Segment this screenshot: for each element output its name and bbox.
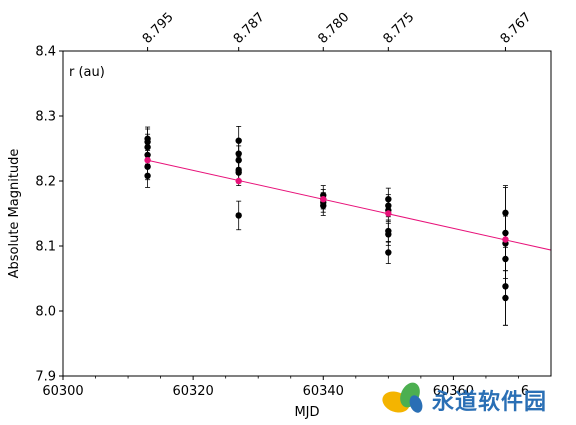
observation-point [235, 157, 242, 164]
x-tick-label: 60320 [172, 384, 213, 399]
observation-point [385, 231, 392, 238]
y-tick-label: 8.3 [35, 110, 56, 125]
observation-point [502, 229, 509, 237]
x-tick-label: 60300 [42, 384, 83, 399]
y-tick-label: 8.1 [35, 240, 56, 255]
top-tick-label: 8.767 [498, 10, 535, 47]
observation-point [235, 150, 242, 157]
fit-line [147, 159, 551, 251]
y-axis-label: Absolute Magnitude [7, 149, 22, 279]
watermark-logo: 永道软件园 [380, 378, 570, 420]
observation-point [502, 209, 509, 217]
observation-point [144, 151, 151, 159]
observation-point [320, 202, 327, 209]
x-tick-label: 60360 [433, 384, 474, 399]
x-axis-label: MJD [294, 405, 319, 420]
observation-point [235, 137, 242, 144]
observation-point [144, 144, 151, 151]
fit-point [320, 196, 327, 203]
fit-point [144, 157, 151, 164]
observation-point [144, 163, 151, 170]
x-tick-label: 60340 [303, 384, 344, 399]
fit-point [502, 236, 509, 243]
observation-point [502, 255, 509, 263]
fit-point [385, 210, 392, 217]
watermark-text: 永道软件园 [432, 390, 548, 415]
observation-point [502, 283, 509, 290]
top-tick-label: 8.787 [231, 10, 268, 47]
top-tick-label: 8.795 [140, 10, 177, 47]
observation-point [385, 202, 392, 209]
plot-area [144, 126, 551, 326]
observation-point [385, 249, 392, 256]
observation-point [235, 169, 242, 176]
plot-clip-group [144, 126, 551, 326]
axes-frame [62, 50, 552, 377]
observation-point [235, 212, 242, 219]
y-tick-label: 8.2 [35, 175, 56, 190]
axes: 7.9 8.0 8.1 8.2 8.3 8.4 60300 60320 60340 60360 6 8… [35, 10, 552, 399]
observation-point [385, 196, 392, 203]
fit-point [235, 177, 242, 185]
observation-point [144, 138, 151, 146]
watermark-leaf-icon [382, 382, 423, 413]
y-tick-label: 8.4 [35, 45, 56, 60]
annotation-r-au: r (au) [69, 65, 105, 80]
top-tick-label: 8.780 [315, 10, 352, 47]
y-tick-label: 7.9 [35, 370, 56, 385]
observation-point [144, 172, 151, 179]
y-tick-label: 8.0 [35, 305, 56, 320]
observation-point [502, 294, 509, 302]
x-tick-label-partial: 6 [521, 384, 529, 399]
top-tick-label: 8.775 [381, 10, 418, 47]
